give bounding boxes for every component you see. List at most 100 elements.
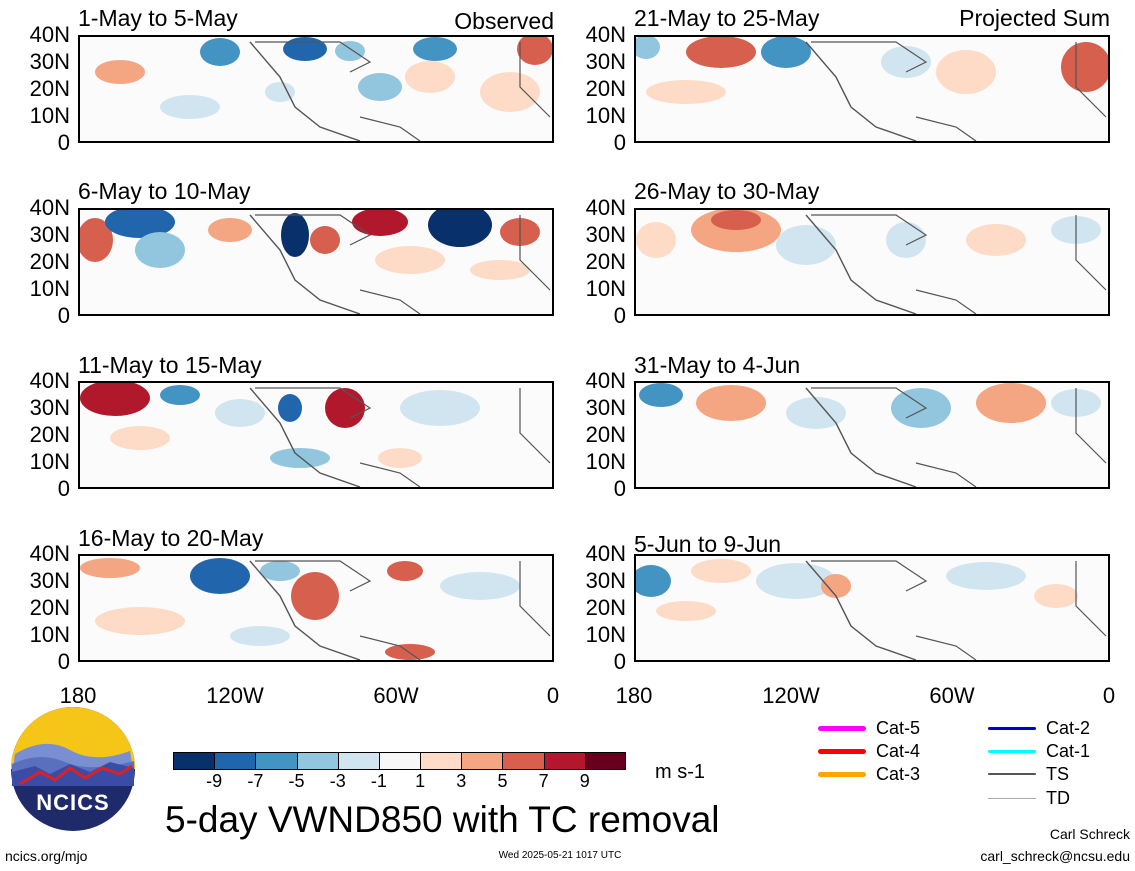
ncics-logo: NCICS (10, 706, 136, 832)
anomaly-blob (686, 37, 756, 68)
legend-swatch (988, 749, 1036, 753)
coastline (805, 387, 917, 487)
footer-email[interactable]: carl_schreck@ncsu.edu (980, 848, 1130, 864)
anomaly-blob (378, 448, 422, 468)
anomaly-blob (135, 232, 185, 268)
anomaly-blob (352, 210, 408, 236)
lat-label: 30N (29, 49, 70, 74)
colorbar-cell (502, 752, 544, 770)
legend-swatch (818, 771, 866, 777)
anomaly-blob (891, 388, 951, 428)
panel-title: 26-May to 30-May (634, 178, 820, 204)
map-area (78, 381, 554, 489)
anomaly-blob (696, 385, 766, 421)
coastline (519, 42, 551, 118)
colorbar-cell (337, 752, 379, 770)
footer-url[interactable]: ncics.org/mjo (5, 848, 88, 864)
coastline (1075, 42, 1107, 118)
colorbar-label: -1 (370, 771, 387, 791)
anomaly-blob (208, 218, 252, 242)
anomaly-blob (517, 37, 552, 65)
lat-label: 10N (29, 103, 70, 128)
panel-title: 31-May to 4-Jun (634, 352, 801, 378)
anomaly-blob (639, 383, 683, 407)
anomaly-blob (881, 46, 931, 78)
lon-label-left: 0 (546, 683, 560, 708)
main-title: 5-day VWND850 with TC removal (165, 799, 720, 840)
anomaly-blob (656, 601, 716, 621)
colorbar-label: 3 (456, 771, 467, 791)
anomaly-blob (400, 390, 480, 426)
lat-label: 10N (585, 622, 626, 647)
anomaly-blob (480, 72, 540, 112)
coastline (519, 561, 551, 637)
lon-label-right: 180 (615, 683, 653, 708)
lat-label: 0 (613, 476, 626, 501)
lat-label: 0 (57, 649, 70, 674)
panel-tag-observed: Observed (454, 8, 554, 34)
anomaly-blob (646, 80, 726, 104)
anomaly-blob (190, 558, 250, 594)
anomaly-blob (325, 388, 365, 428)
anomaly-blob (387, 561, 423, 581)
coastline (915, 116, 977, 141)
colorbar-label: -9 (206, 771, 223, 791)
lon-label-right: 0 (1102, 683, 1116, 708)
map-area (78, 554, 554, 662)
footer-author: Carl Schreck (1049, 826, 1130, 842)
coastline (915, 289, 977, 314)
lat-label: 0 (57, 303, 70, 328)
lat-label: 30N (29, 395, 70, 420)
anomaly-blob (470, 260, 530, 280)
lat-label: 30N (585, 222, 626, 247)
lon-label-left: 180 (59, 683, 97, 708)
anomaly-blob (413, 37, 457, 61)
coastline (805, 41, 917, 141)
colorbar-cell (420, 752, 462, 770)
coastline (805, 214, 917, 314)
coastline (805, 560, 917, 660)
lat-label: 30N (585, 568, 626, 593)
footer-timestamp: Wed 2025-05-21 1017 UTC (498, 850, 622, 861)
anomaly-blob (80, 218, 113, 262)
legend-label: Cat-1 (1046, 741, 1091, 761)
coastline (249, 387, 361, 487)
lon-label-left: 60W (373, 683, 419, 708)
lat-label: 0 (57, 130, 70, 155)
lat-label: 30N (585, 395, 626, 420)
anomaly-blob (428, 210, 492, 247)
panel-title: 21-May to 25-May (634, 5, 820, 31)
lat-label: 10N (585, 449, 626, 474)
map-area (634, 554, 1110, 662)
anomaly-blob (265, 82, 295, 102)
anomaly-blob (946, 562, 1026, 590)
coastline (249, 214, 361, 314)
colorbar-units: m s-1 (655, 761, 705, 783)
legend-label: Cat-5 (876, 718, 921, 738)
colorbar-label: 5 (497, 771, 508, 791)
coastline (811, 41, 928, 73)
colorbar-label: 7 (538, 771, 549, 791)
lat-label: 40N (585, 368, 626, 393)
lat-label: 20N (29, 76, 70, 101)
anomaly-blob (160, 385, 200, 405)
coastline (519, 215, 551, 291)
anomaly-blob (636, 37, 660, 59)
lat-label: 20N (585, 249, 626, 274)
anomaly-blob (80, 383, 150, 416)
panel-title: 1-May to 5-May (78, 5, 238, 31)
lat-label: 0 (57, 476, 70, 501)
lat-label: 20N (585, 422, 626, 447)
lat-label: 30N (29, 222, 70, 247)
anomaly-blob (230, 626, 290, 646)
colorbar-label: -7 (247, 771, 264, 791)
map-area (78, 208, 554, 316)
coastline (811, 560, 928, 592)
anomaly-blob (291, 572, 339, 620)
colorbar-cell (378, 752, 421, 770)
lat-label: 40N (585, 22, 626, 47)
logo-text: NCICS (36, 790, 110, 815)
colorbar-cell (255, 752, 297, 770)
legend-label: TS (1046, 764, 1070, 784)
coastline (1075, 215, 1107, 291)
